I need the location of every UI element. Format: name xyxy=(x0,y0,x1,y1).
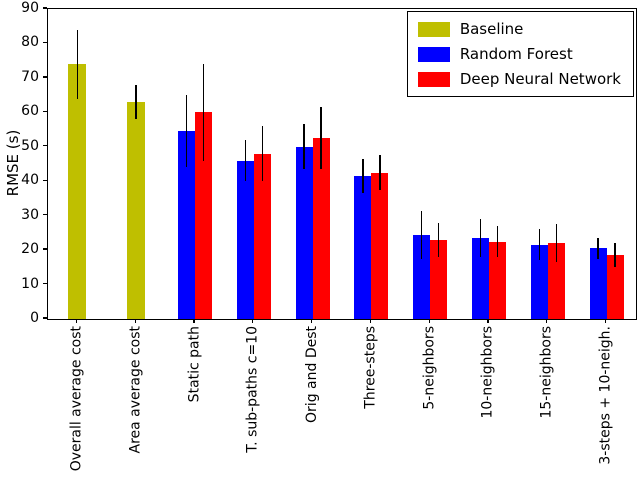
x-category-label: Static path xyxy=(186,326,202,403)
error-bar xyxy=(614,243,616,268)
y-tick-label: 20 xyxy=(21,241,39,258)
legend-label-random-forest: Random Forest xyxy=(459,45,573,63)
x-tick-mark xyxy=(369,319,372,323)
error-bar xyxy=(420,210,423,259)
x-category-label: Three-steps xyxy=(362,326,379,409)
legend-item-random-forest: Random Forest xyxy=(417,45,621,63)
baseline-bar xyxy=(68,64,87,319)
y-tick-label: 10 xyxy=(21,275,39,292)
y-tick-mark xyxy=(43,317,47,319)
error-bar xyxy=(362,158,364,194)
error-bar xyxy=(479,219,482,257)
x-tick-mark xyxy=(428,319,430,323)
y-tick-mark xyxy=(43,213,47,216)
x-tick-mark xyxy=(75,319,78,323)
x-category-label: T. sub-paths c=10 xyxy=(244,326,261,453)
legend-swatch-deep-neural-network xyxy=(417,71,450,87)
y-tick-label: 0 xyxy=(30,310,39,326)
y-tick-label: 60 xyxy=(21,103,39,120)
error-bar xyxy=(202,64,205,161)
error-bar xyxy=(135,84,137,120)
y-tick-mark xyxy=(43,110,47,113)
random-forest-bar xyxy=(472,238,489,319)
x-tick-mark xyxy=(604,319,607,323)
error-bar xyxy=(379,155,381,190)
x-category-label: 10-neighbors xyxy=(480,326,496,419)
y-tick-label: 80 xyxy=(21,34,39,51)
y-tick-label: 70 xyxy=(21,68,39,85)
x-category-label: 5-neighbors xyxy=(421,326,438,410)
y-tick-mark xyxy=(43,7,47,9)
y-tick-label: 40 xyxy=(21,172,39,189)
legend-item-deep-neural-network: Deep Neural Network xyxy=(417,70,621,88)
y-tick-mark xyxy=(43,41,47,44)
y-tick-label: 90 xyxy=(21,0,39,16)
x-tick-mark xyxy=(310,319,313,323)
plot-area: Baseline Random Forest Deep Neural Netwo… xyxy=(47,8,637,320)
error-bar xyxy=(496,226,499,257)
y-tick-mark xyxy=(43,76,47,78)
error-bar xyxy=(244,139,247,182)
random-forest-bar xyxy=(589,248,607,319)
error-bar xyxy=(555,224,558,263)
random-forest-bar xyxy=(178,131,195,319)
deep-neural-network-bar xyxy=(489,241,506,319)
y-tick-label: 50 xyxy=(21,137,39,154)
deep-neural-network-bar xyxy=(253,153,271,319)
legend-swatch-random-forest xyxy=(417,46,450,62)
x-category-label: Overall average cost xyxy=(68,326,85,472)
x-category-label: Orig and Dest xyxy=(303,326,320,423)
random-forest-bar xyxy=(530,244,548,319)
x-tick-mark xyxy=(193,319,195,323)
y-tick-mark xyxy=(43,179,47,181)
deep-neural-network-bar xyxy=(430,239,448,319)
random-forest-bar xyxy=(236,160,254,319)
random-forest-bar xyxy=(295,146,313,319)
x-tick-mark xyxy=(487,319,489,323)
deep-neural-network-bar xyxy=(371,172,389,319)
x-category-label: 15-neighbors xyxy=(538,326,555,419)
legend: Baseline Random Forest Deep Neural Netwo… xyxy=(406,11,634,97)
random-forest-bar xyxy=(354,176,372,319)
deep-neural-network-bar xyxy=(606,255,624,319)
random-forest-bar xyxy=(413,234,431,319)
error-bar xyxy=(76,29,79,99)
error-bar xyxy=(437,222,440,257)
y-tick-label: 30 xyxy=(21,206,39,223)
x-tick-mark xyxy=(252,319,254,323)
y-tick-mark xyxy=(43,282,47,285)
error-bar xyxy=(320,107,322,170)
error-bar xyxy=(185,95,188,168)
x-tick-mark xyxy=(546,319,548,323)
legend-item-baseline: Baseline xyxy=(417,20,621,38)
error-bar xyxy=(261,126,264,182)
error-bar xyxy=(597,238,599,259)
legend-label-deep-neural-network: Deep Neural Network xyxy=(459,70,621,88)
y-tick-mark xyxy=(43,248,47,250)
legend-label-baseline: Baseline xyxy=(459,20,524,38)
baseline-bar xyxy=(127,102,146,319)
x-tick-mark xyxy=(134,319,136,323)
error-bar xyxy=(303,124,305,170)
error-bar xyxy=(538,229,541,261)
deep-neural-network-bar xyxy=(547,243,565,319)
legend-swatch-baseline xyxy=(417,21,450,37)
deep-neural-network-bar xyxy=(312,138,330,319)
y-tick-mark xyxy=(43,145,47,147)
x-category-label: Area average cost xyxy=(127,326,144,454)
x-category-label: 3-steps + 10-neigh. xyxy=(597,326,614,465)
deep-neural-network-bar xyxy=(195,112,212,319)
